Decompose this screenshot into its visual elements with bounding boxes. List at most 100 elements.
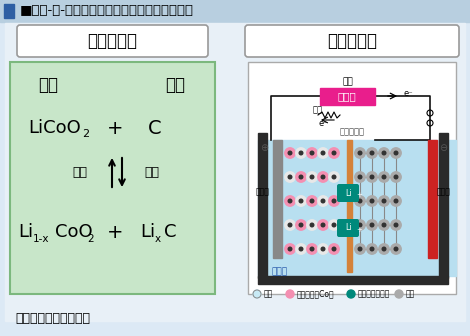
Circle shape (391, 148, 401, 158)
Circle shape (332, 247, 336, 251)
FancyBboxPatch shape (17, 25, 208, 57)
Circle shape (296, 244, 306, 254)
Circle shape (307, 220, 317, 230)
Text: 充電器: 充電器 (337, 91, 356, 101)
Circle shape (329, 196, 339, 206)
FancyBboxPatch shape (245, 25, 459, 57)
Circle shape (288, 175, 292, 179)
Text: 集電体: 集電体 (256, 187, 270, 197)
Circle shape (321, 247, 325, 251)
Circle shape (355, 148, 365, 158)
Circle shape (321, 151, 325, 155)
Circle shape (329, 244, 339, 254)
Circle shape (310, 175, 314, 179)
Text: Li: Li (345, 188, 351, 198)
Circle shape (253, 290, 261, 298)
Circle shape (318, 196, 328, 206)
Bar (347, 140, 352, 272)
Text: 2: 2 (87, 234, 94, 244)
Text: e⁻: e⁻ (318, 120, 328, 128)
Circle shape (358, 223, 362, 227)
Circle shape (285, 172, 295, 182)
Circle shape (288, 223, 292, 227)
Text: 集電体: 集電体 (437, 187, 451, 197)
Circle shape (332, 223, 336, 227)
Text: Li: Li (140, 223, 155, 241)
Circle shape (355, 244, 365, 254)
Circle shape (379, 148, 389, 158)
Text: リチウムイオン: リチウムイオン (358, 290, 391, 298)
Bar (273, 140, 282, 258)
Text: 正極: 正極 (38, 76, 58, 94)
Circle shape (332, 199, 336, 203)
Circle shape (379, 196, 389, 206)
Circle shape (370, 175, 374, 179)
Circle shape (285, 244, 295, 254)
Circle shape (321, 175, 325, 179)
Circle shape (299, 223, 303, 227)
Circle shape (307, 148, 317, 158)
Text: 電池反応式: 電池反応式 (87, 32, 137, 50)
Circle shape (318, 220, 328, 230)
FancyBboxPatch shape (10, 62, 215, 294)
Text: 1-x: 1-x (33, 234, 49, 244)
Circle shape (395, 290, 403, 298)
Text: +: + (107, 222, 123, 242)
Circle shape (329, 148, 339, 158)
Text: 提供：旭化成株式会社: 提供：旭化成株式会社 (15, 311, 90, 325)
Circle shape (367, 196, 377, 206)
Circle shape (285, 148, 295, 158)
Circle shape (332, 175, 336, 179)
Circle shape (285, 196, 295, 206)
Circle shape (288, 151, 292, 155)
FancyBboxPatch shape (337, 184, 359, 202)
Circle shape (379, 220, 389, 230)
Circle shape (299, 151, 303, 155)
Circle shape (321, 199, 325, 203)
Text: Li: Li (18, 223, 33, 241)
Circle shape (296, 196, 306, 206)
Bar (320, 88, 375, 105)
Circle shape (332, 151, 336, 155)
Circle shape (299, 199, 303, 203)
Text: 2: 2 (82, 129, 89, 139)
Text: 放電: 放電 (313, 106, 323, 115)
Text: セパレータ: セパレータ (339, 127, 365, 136)
Circle shape (285, 220, 295, 230)
Text: 炭素: 炭素 (406, 290, 415, 298)
Circle shape (307, 172, 317, 182)
Circle shape (321, 223, 325, 227)
Circle shape (318, 148, 328, 158)
Bar (428, 140, 437, 258)
Circle shape (391, 196, 401, 206)
Text: 放電: 放電 (144, 166, 159, 178)
Text: CoO: CoO (55, 223, 93, 241)
Circle shape (391, 244, 401, 254)
Circle shape (358, 247, 362, 251)
Circle shape (347, 290, 355, 298)
Text: +: + (356, 227, 362, 233)
Circle shape (370, 151, 374, 155)
Circle shape (367, 148, 377, 158)
FancyBboxPatch shape (248, 62, 456, 294)
Circle shape (296, 172, 306, 182)
Text: 酸素: 酸素 (264, 290, 273, 298)
Circle shape (307, 244, 317, 254)
Bar (258, 140, 456, 276)
Circle shape (329, 220, 339, 230)
Circle shape (379, 172, 389, 182)
Circle shape (310, 151, 314, 155)
Text: x: x (155, 234, 161, 244)
Circle shape (382, 199, 386, 203)
Circle shape (329, 172, 339, 182)
Text: 充電: 充電 (72, 166, 87, 178)
Circle shape (307, 196, 317, 206)
Text: Li: Li (345, 223, 351, 233)
Circle shape (355, 196, 365, 206)
Circle shape (299, 247, 303, 251)
Text: +: + (356, 192, 362, 198)
FancyBboxPatch shape (337, 219, 359, 237)
Text: ⊕: ⊕ (260, 143, 268, 153)
Text: e⁻: e⁻ (403, 88, 413, 97)
Text: 作動原理図: 作動原理図 (327, 32, 377, 50)
